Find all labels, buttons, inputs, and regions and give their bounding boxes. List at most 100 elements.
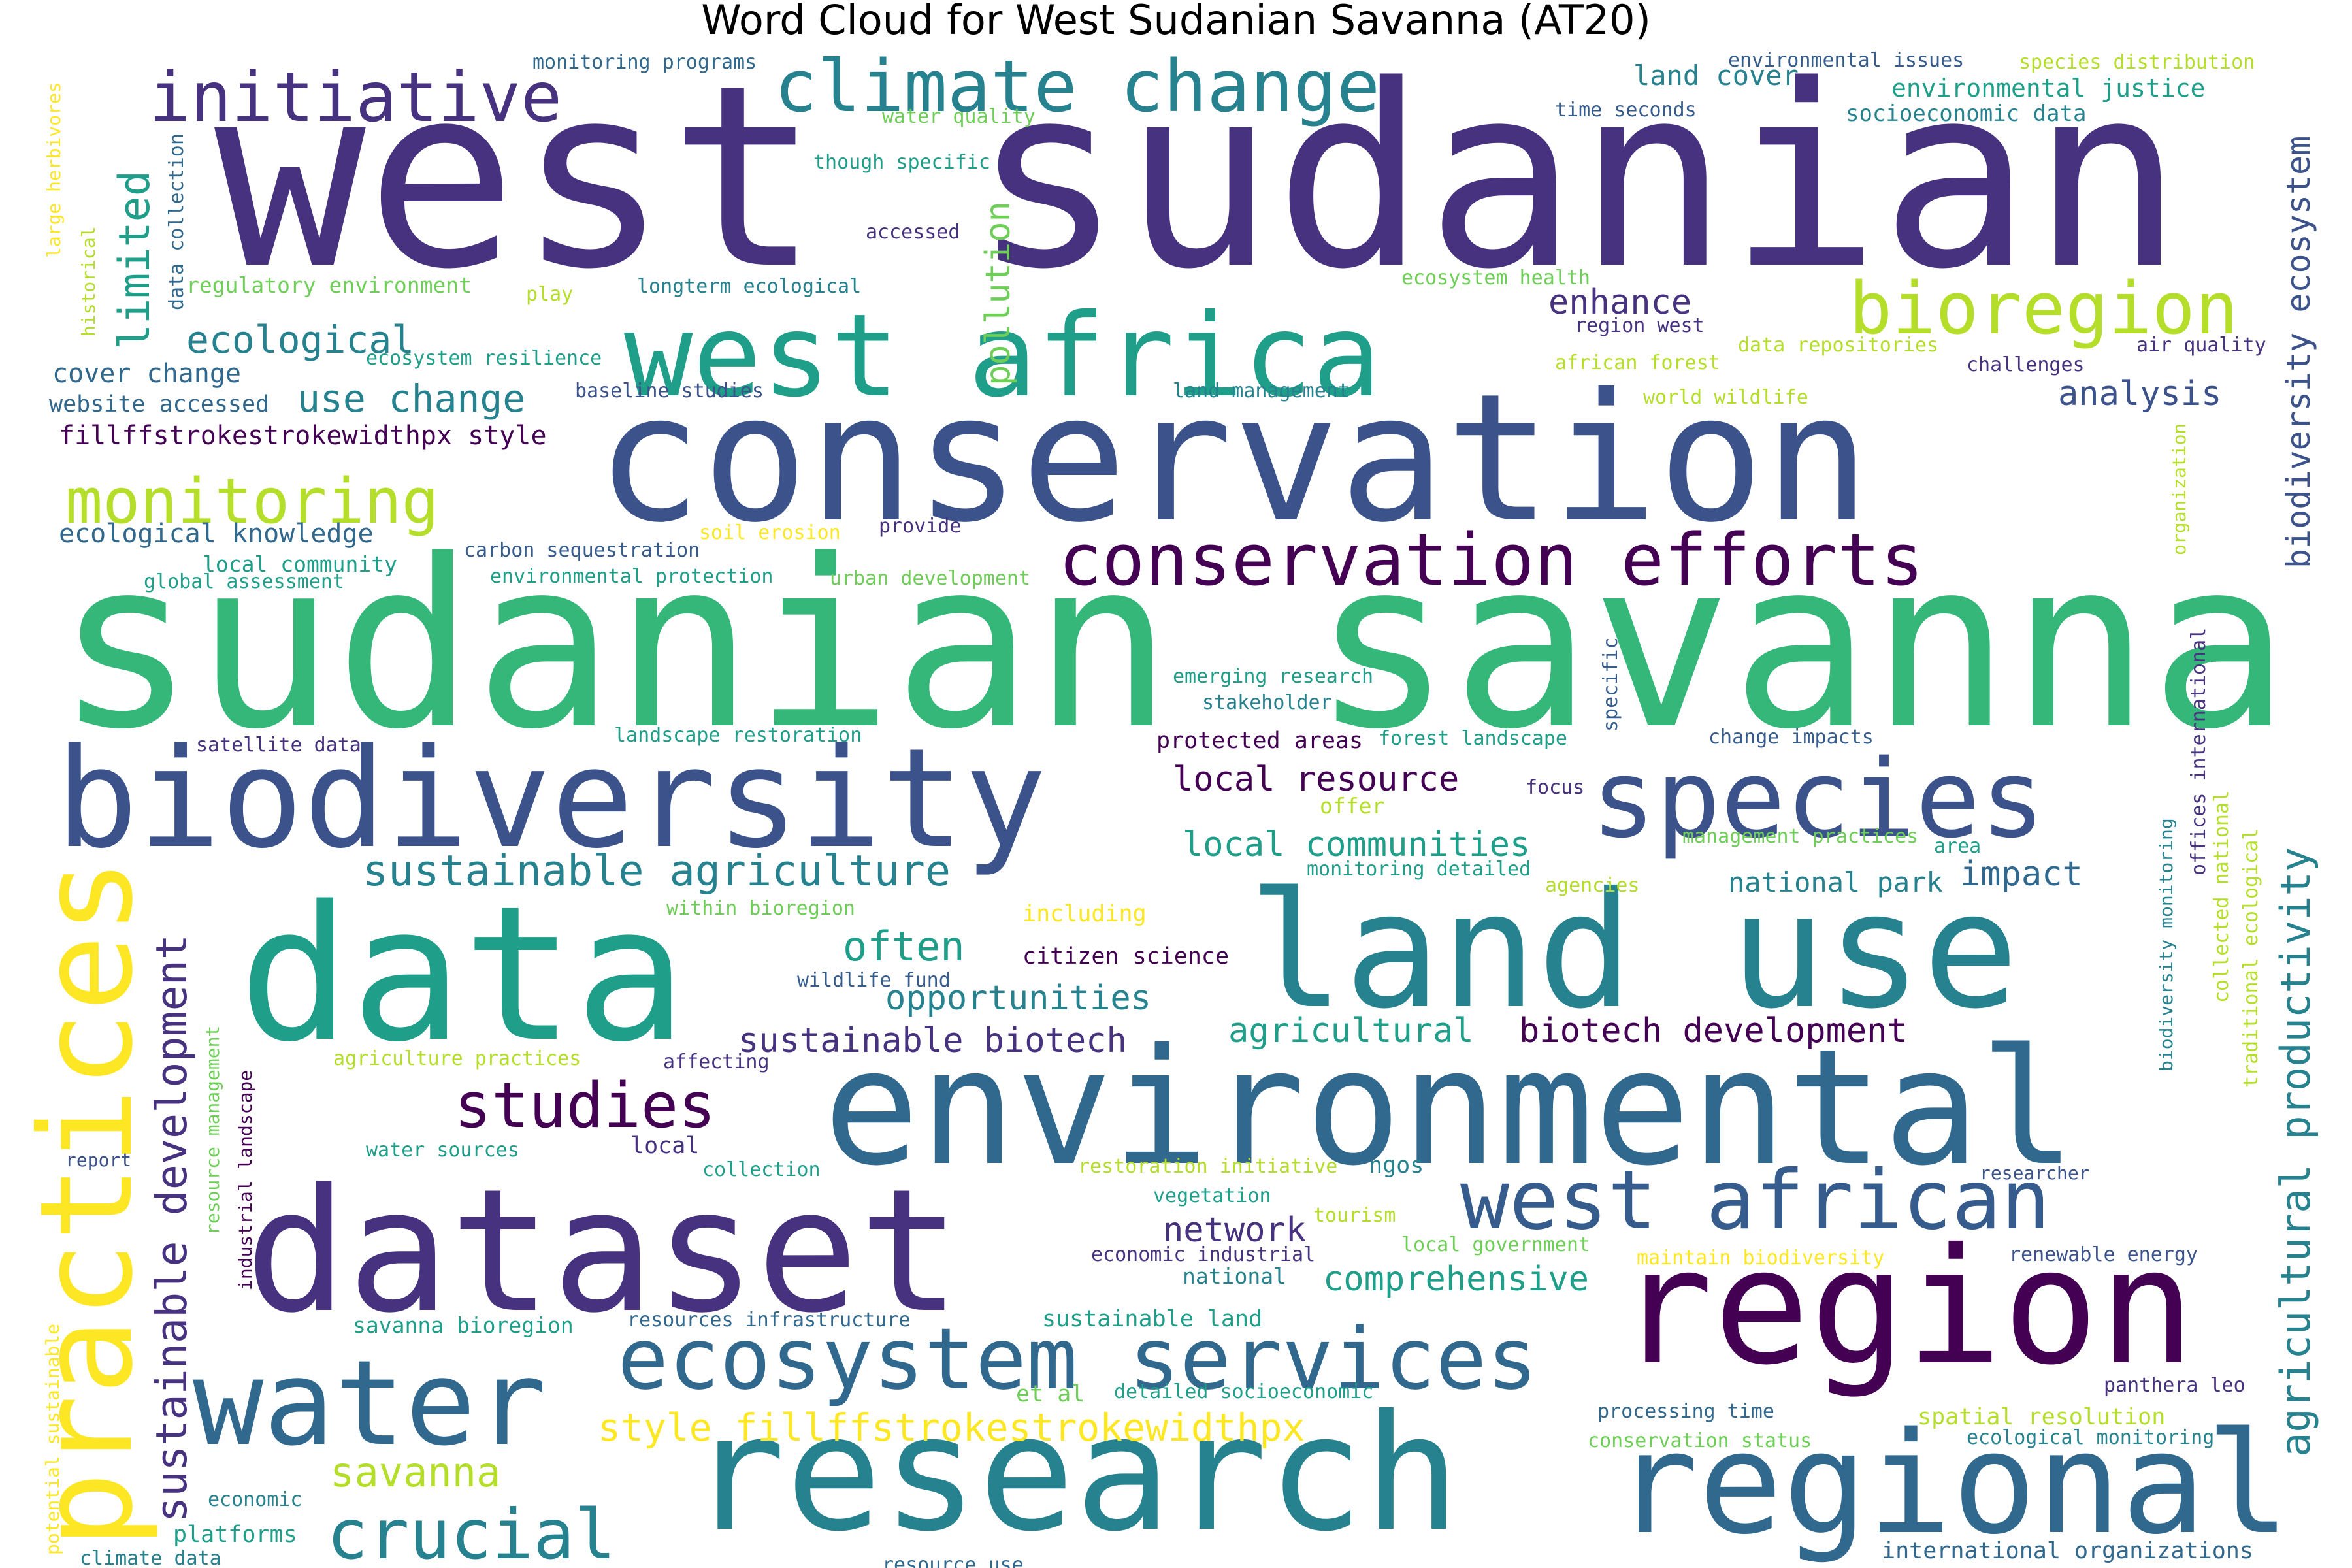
word-water-quality: water quality xyxy=(882,105,1036,128)
word-climate-data: climate data xyxy=(80,1547,221,1568)
word-pollution: pollution xyxy=(979,201,1018,385)
word-data-collection: data collection xyxy=(165,133,188,310)
word-use-change: use change xyxy=(297,376,525,421)
word-impact: impact xyxy=(1960,855,2083,894)
word-vegetation: vegetation xyxy=(1153,1184,1271,1207)
word-within-bioregion: within bioregion xyxy=(666,897,855,920)
word-monitoring: monitoring xyxy=(65,466,439,538)
word-renewable-energy: renewable energy xyxy=(2009,1243,2198,1266)
word-cover-change: cover change xyxy=(52,359,241,389)
word-large-herbivores: large herbivores xyxy=(43,82,65,258)
word-historical: historical xyxy=(78,226,99,336)
word-focus: focus xyxy=(1526,776,1584,799)
word-monitoring-programs: monitoring programs xyxy=(532,51,757,74)
word-satellite-data: satellite data xyxy=(196,734,361,757)
word-time-seconds: time seconds xyxy=(1555,99,1697,122)
word-local-resource: local resource xyxy=(1173,760,1459,799)
word-potential-sustainable: potential sustainable xyxy=(42,1324,63,1555)
word-soil-erosion: soil erosion xyxy=(699,521,841,544)
word-land-management: land management xyxy=(1173,380,1350,402)
word-ecosystem-services: ecosystem services xyxy=(617,1309,1538,1409)
word-water: water xyxy=(193,1335,547,1472)
word-analysis: analysis xyxy=(2058,374,2221,414)
word-researcher: researcher xyxy=(1980,1162,2090,1184)
word-ecological: ecological xyxy=(186,318,414,362)
word-accessed: accessed xyxy=(866,221,960,244)
word-processing-time: processing time xyxy=(1597,1400,1774,1423)
word-agencies: agencies xyxy=(1545,874,1640,897)
word-studies: studies xyxy=(454,1070,715,1142)
word-often: often xyxy=(843,923,965,970)
word-longterm-ecological: longterm ecological xyxy=(637,275,861,298)
word-platforms: platforms xyxy=(173,1522,297,1548)
word-fillffstrokestrokewidthpx-style: fillffstrokestrokewidthpx style xyxy=(59,421,547,451)
word-regulatory-environment: regulatory environment xyxy=(186,272,472,298)
word-water-sources: water sources xyxy=(366,1139,519,1162)
word-restoration-initiative: restoration initiative xyxy=(1078,1155,1337,1178)
word-environmental-protection: environmental protection xyxy=(490,565,773,588)
word-et-al: et al xyxy=(1016,1381,1085,1407)
word-west-africa: west africa xyxy=(624,290,1381,423)
word-air-quality: air quality xyxy=(2136,334,2266,357)
word-limited: limited xyxy=(110,171,159,350)
word-though-specific: though specific xyxy=(813,151,990,174)
word-region: region xyxy=(1617,1214,2195,1400)
word-sudanian-savanna: sudanian savanna xyxy=(56,510,2290,780)
word-specific: specific xyxy=(1599,638,1622,732)
word-environmental: environmental xyxy=(823,1015,2076,1201)
word-change-impacts: change impacts xyxy=(1708,726,1874,749)
word-sustainable-development: sustainable development xyxy=(148,934,197,1522)
word-organization: organization xyxy=(2168,423,2190,555)
word-local-communities: local communities xyxy=(1183,825,1530,864)
word-research: research xyxy=(689,1380,1460,1567)
word-citizen-science: citizen science xyxy=(1022,943,1229,970)
word-data: data xyxy=(238,866,687,1083)
word-species-distribution: species distribution xyxy=(2019,51,2255,74)
word-dataset: dataset xyxy=(245,1153,961,1350)
word-biodiversity-monitoring: biodiversity monitoring xyxy=(2155,818,2177,1071)
word-resource-use: resource use xyxy=(882,1554,1024,1568)
word-international-organizations: international organizations xyxy=(1882,1538,2253,1564)
word-savanna-bioregion: savanna bioregion xyxy=(353,1313,574,1338)
word-style-fillffstrokestrokewidthpx: style fillffstrokestrokewidthpx xyxy=(598,1405,1305,1450)
word-offices-international: offices international xyxy=(2187,628,2210,875)
word-affecting: affecting xyxy=(663,1051,770,1073)
chart-title: Word Cloud for West Sudanian Savanna (AT… xyxy=(701,0,1651,44)
word-west-african: west african xyxy=(1460,1153,2050,1248)
word-including: including xyxy=(1022,901,1147,927)
word-initiative: initiative xyxy=(149,57,562,137)
word-industrial-landscape: industrial landscape xyxy=(235,1070,256,1290)
word-play: play xyxy=(526,283,573,306)
word-practices: practices xyxy=(12,858,161,1548)
word-biotech-development: biotech development xyxy=(1519,1011,1908,1051)
word-ecological-monitoring: ecological monitoring xyxy=(1967,1426,2214,1449)
word-area: area xyxy=(1934,835,1981,858)
word-economic: economic xyxy=(208,1488,302,1511)
word-conservation-efforts: conservation efforts xyxy=(1058,518,1924,602)
word-conservation: conservation xyxy=(596,355,1870,561)
word-local: local xyxy=(630,1133,699,1159)
word-tourism: tourism xyxy=(1313,1204,1396,1227)
word-socioeconomic-data: socioeconomic data xyxy=(1846,101,2086,127)
word-collection: collection xyxy=(702,1158,821,1181)
word-ngos: ngos xyxy=(1369,1152,1424,1179)
word-detailed-socioeconomic: detailed socioeconomic xyxy=(1114,1380,1373,1403)
word-network: network xyxy=(1163,1211,1306,1250)
word-protected-areas: protected areas xyxy=(1156,728,1363,754)
word-wildlife-fund: wildlife fund xyxy=(797,969,951,992)
word-resources-infrastructure: resources infrastructure xyxy=(627,1309,910,1331)
word-global-assessment: global assessment xyxy=(144,570,344,593)
word-monitoring-detailed: monitoring detailed xyxy=(1307,858,1531,881)
word-regional: regional xyxy=(1614,1401,2291,1565)
word-opportunities: opportunities xyxy=(885,979,1151,1018)
word-land-use: land use xyxy=(1248,858,2019,1044)
word-spatial-resolution: spatial resolution xyxy=(1918,1404,2165,1430)
word-traditional-ecological: traditional ecological xyxy=(2240,828,2262,1088)
word-national-park: national park xyxy=(1728,866,1943,898)
word-comprehensive: comprehensive xyxy=(1323,1260,1589,1299)
word-agricultural-productivity: agricultural productivity xyxy=(2272,847,2319,1457)
word-biodiversity-ecosystem: biodiversity ecosystem xyxy=(2279,136,2317,568)
word-african-forest: african forest xyxy=(1555,351,1720,374)
word-environmental-justice: environmental justice xyxy=(1891,74,2205,103)
